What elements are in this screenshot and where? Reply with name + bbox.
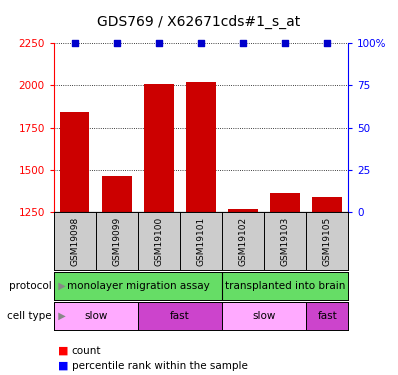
Text: GSM19102: GSM19102 xyxy=(238,216,248,266)
Text: monolayer migration assay: monolayer migration assay xyxy=(66,281,209,291)
Bar xyxy=(138,302,222,330)
Point xyxy=(240,40,246,46)
Text: ■: ■ xyxy=(58,361,68,370)
Bar xyxy=(228,209,258,212)
Bar xyxy=(186,82,216,212)
Text: GSM19099: GSM19099 xyxy=(112,216,121,266)
Text: count: count xyxy=(72,346,101,355)
Text: fast: fast xyxy=(317,311,337,321)
Text: GSM19105: GSM19105 xyxy=(323,216,332,266)
Text: GSM19098: GSM19098 xyxy=(70,216,79,266)
Bar xyxy=(312,196,342,212)
Text: protocol: protocol xyxy=(9,281,52,291)
Bar xyxy=(222,302,306,330)
Point xyxy=(72,40,78,46)
Text: transplanted into brain: transplanted into brain xyxy=(225,281,345,291)
Text: GSM19101: GSM19101 xyxy=(197,216,205,266)
Text: ■: ■ xyxy=(58,346,68,355)
Text: ▶: ▶ xyxy=(52,281,66,291)
Bar xyxy=(306,302,348,330)
Bar xyxy=(102,177,132,212)
Point xyxy=(156,40,162,46)
Bar xyxy=(144,84,174,212)
Text: ▶: ▶ xyxy=(52,311,66,321)
Text: slow: slow xyxy=(252,311,276,321)
Point xyxy=(198,40,204,46)
Text: slow: slow xyxy=(84,311,107,321)
Bar xyxy=(54,302,138,330)
Bar xyxy=(60,112,90,212)
Text: cell type: cell type xyxy=(7,311,52,321)
Text: GDS769 / X62671cds#1_s_at: GDS769 / X62671cds#1_s_at xyxy=(98,15,300,29)
Point xyxy=(282,40,288,46)
Bar xyxy=(270,194,300,212)
Point xyxy=(324,40,330,46)
Text: GSM19100: GSM19100 xyxy=(154,216,164,266)
Text: fast: fast xyxy=(170,311,190,321)
Text: percentile rank within the sample: percentile rank within the sample xyxy=(72,361,248,370)
Point xyxy=(114,40,120,46)
Text: GSM19103: GSM19103 xyxy=(281,216,290,266)
